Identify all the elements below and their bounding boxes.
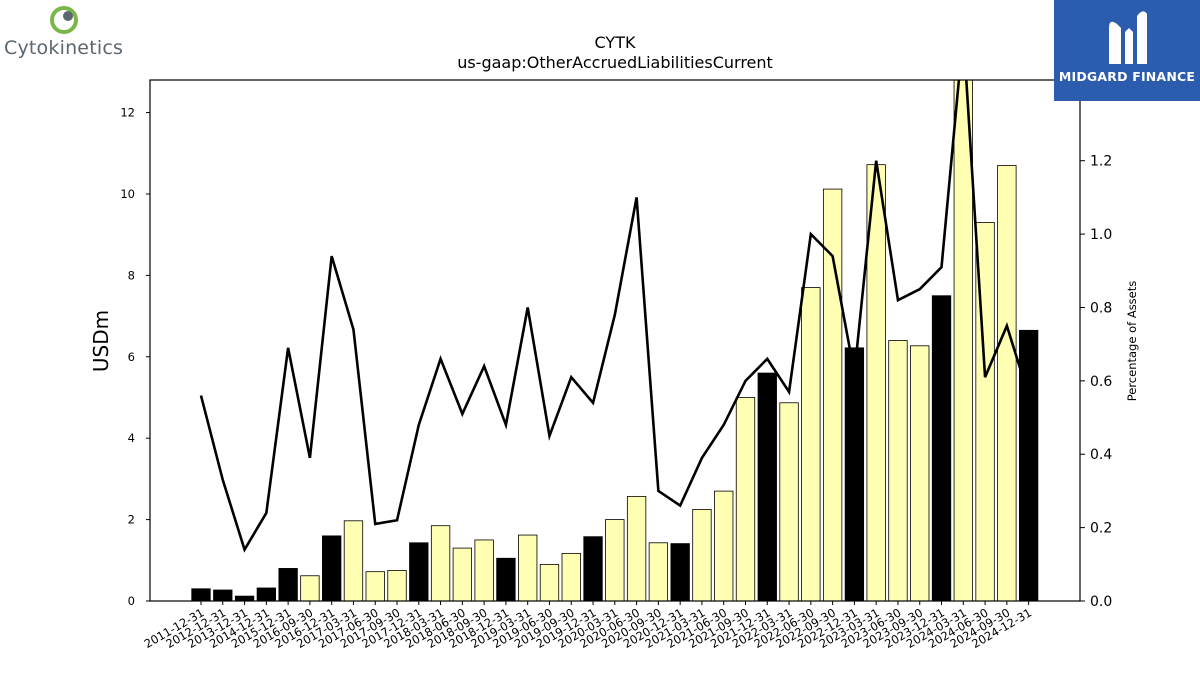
- bar-2015-12-31: [278, 568, 298, 601]
- bar-2017-06-30: [365, 571, 385, 601]
- bar-2017-12-31: [409, 542, 429, 601]
- bar-series: [191, 80, 1039, 601]
- bar-2023-06-30: [888, 340, 908, 601]
- bar-2023-12-31: [931, 295, 952, 601]
- midgard-finance-logo-text: MIDGARD FINANCE: [1058, 69, 1196, 84]
- bar-2014-12-31: [256, 587, 276, 601]
- bar-2013-12-31: [234, 595, 255, 601]
- cytokinetics-logo-text: Cytokinetics: [4, 37, 124, 59]
- bar-2022-06-30: [801, 287, 821, 601]
- y2-tick-label: 0.4: [1090, 447, 1112, 463]
- bar-2022-12-31: [844, 347, 865, 601]
- bar-2021-12-31: [757, 372, 777, 601]
- bar-2016-12-31: [322, 535, 342, 601]
- y2-tick-label: 1.0: [1090, 227, 1112, 243]
- bar-2018-06-30: [452, 547, 473, 601]
- bar-2019-03-31: [518, 534, 538, 601]
- bar-2016-09-30: [300, 575, 320, 601]
- y2-axis-label: Percentage of Assets: [1125, 281, 1139, 402]
- bar-2021-06-30: [714, 490, 734, 601]
- bar-2017-09-30: [387, 570, 407, 601]
- bar-2012-12-31: [213, 589, 233, 601]
- y2-tick-label: 1.2: [1090, 154, 1112, 170]
- y2-tick-labels: 0.0 0.2 0.4 0.6 0.8 1.0 1.2: [1080, 154, 1112, 610]
- bar-2019-12-31: [583, 536, 603, 601]
- bar-2024-09-30: [997, 165, 1017, 601]
- y-tick-label: 10: [120, 187, 135, 201]
- bar-2023-09-30: [910, 345, 930, 601]
- y-tick-label: 4: [128, 431, 135, 445]
- line-series: [199, 80, 1030, 553]
- y-tick-label: 2: [128, 513, 135, 527]
- y-tick-label: 12: [120, 106, 135, 120]
- y-tick-label: 8: [128, 268, 135, 282]
- y2-tick-label: 0.2: [1090, 521, 1112, 537]
- midgard-finance-logo-icon: [1109, 11, 1147, 64]
- bar-2020-09-30: [648, 542, 669, 601]
- bar-2018-12-31: [496, 557, 516, 601]
- bar-2021-03-31: [692, 509, 712, 601]
- x-tick-labels: 2011-12-312012-12-312013-12-312014-12-31…: [142, 601, 1034, 651]
- cytokinetics-logo-icon: [50, 6, 78, 34]
- bar-2018-09-30: [474, 539, 494, 601]
- bar-2024-03-31: [953, 80, 973, 601]
- y-tick-label: 0: [128, 594, 135, 608]
- bar-2024-12-31: [1018, 329, 1039, 601]
- y2-tick-label: 0.8: [1090, 300, 1112, 316]
- bar-2021-09-30: [735, 397, 756, 601]
- bar-2017-03-31: [343, 520, 364, 601]
- y2-tick-label: 0.6: [1090, 374, 1112, 390]
- bar-2020-12-31: [670, 543, 690, 601]
- y-tick-labels: 0 2 4 6 8 10 12: [120, 106, 150, 608]
- cytokinetics-logo: Cytokinetics: [4, 4, 126, 60]
- percentage-of-assets-line: [199, 80, 1030, 553]
- chart-title: CYTK: [595, 33, 636, 52]
- bar-2022-03-31: [779, 402, 799, 601]
- bar-2020-06-30: [626, 495, 647, 601]
- bar-2020-03-31: [605, 519, 625, 601]
- y-axis-label: USDm: [89, 310, 113, 372]
- bar-2019-06-30: [539, 563, 560, 601]
- bar-2019-09-30: [561, 552, 581, 601]
- chart-subtitle: us-gaap:OtherAccruedLiabilitiesCurrent: [457, 53, 773, 72]
- bar-2011-12-31: [191, 588, 211, 601]
- bar-2018-03-31: [430, 525, 451, 601]
- y-tick-label: 6: [128, 350, 135, 364]
- bar-2022-09-30: [822, 188, 843, 601]
- y2-tick-label: 0.0: [1090, 594, 1112, 610]
- midgard-finance-logo: MIDGARD FINANCE: [1054, 0, 1200, 101]
